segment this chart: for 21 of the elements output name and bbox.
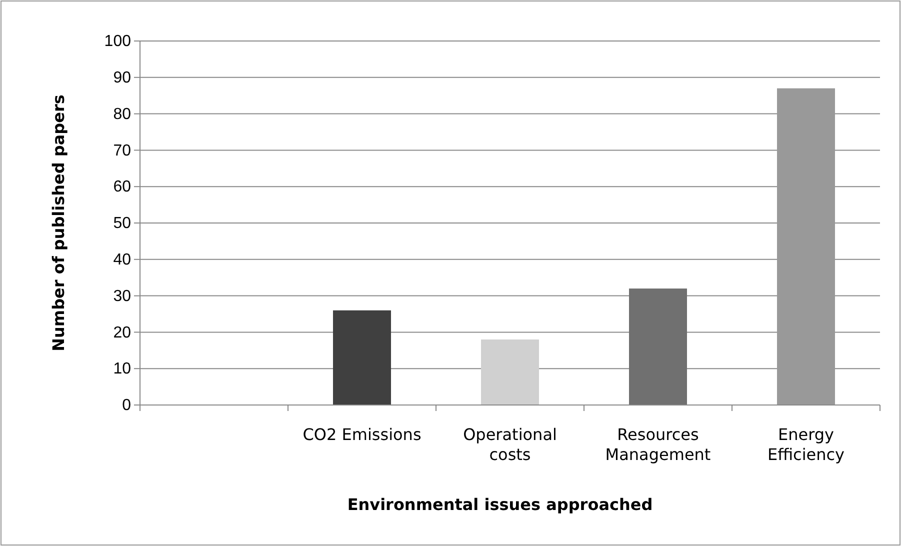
bar [481,339,539,405]
bar [629,288,687,405]
y-tick-label: 50 [113,215,132,232]
y-tick-label: 20 [113,324,132,342]
x-tick-label: Resources Management [605,425,711,464]
y-tick-label: 60 [113,178,132,196]
x-tick-label: CO2 Emissions [302,425,422,444]
y-tick-label: 10 [113,360,132,378]
y-tick-label: 70 [113,142,132,160]
y-tick-label: 80 [113,106,132,123]
y-tick-label: 40 [113,252,132,269]
bar [333,310,391,405]
y-tick-label: 0 [122,397,132,414]
y-tick-label: 90 [113,70,132,87]
x-axis-title: Environmental issues approached [347,495,653,514]
bar [777,88,835,405]
x-tick-label: Energy Efficiency [767,425,845,464]
y-tick-label: 30 [113,288,132,305]
y-axis-title: Number of published papers [49,94,68,352]
x-tick-label: Operational costs [463,425,557,464]
y-tick-label: 100 [104,33,132,50]
